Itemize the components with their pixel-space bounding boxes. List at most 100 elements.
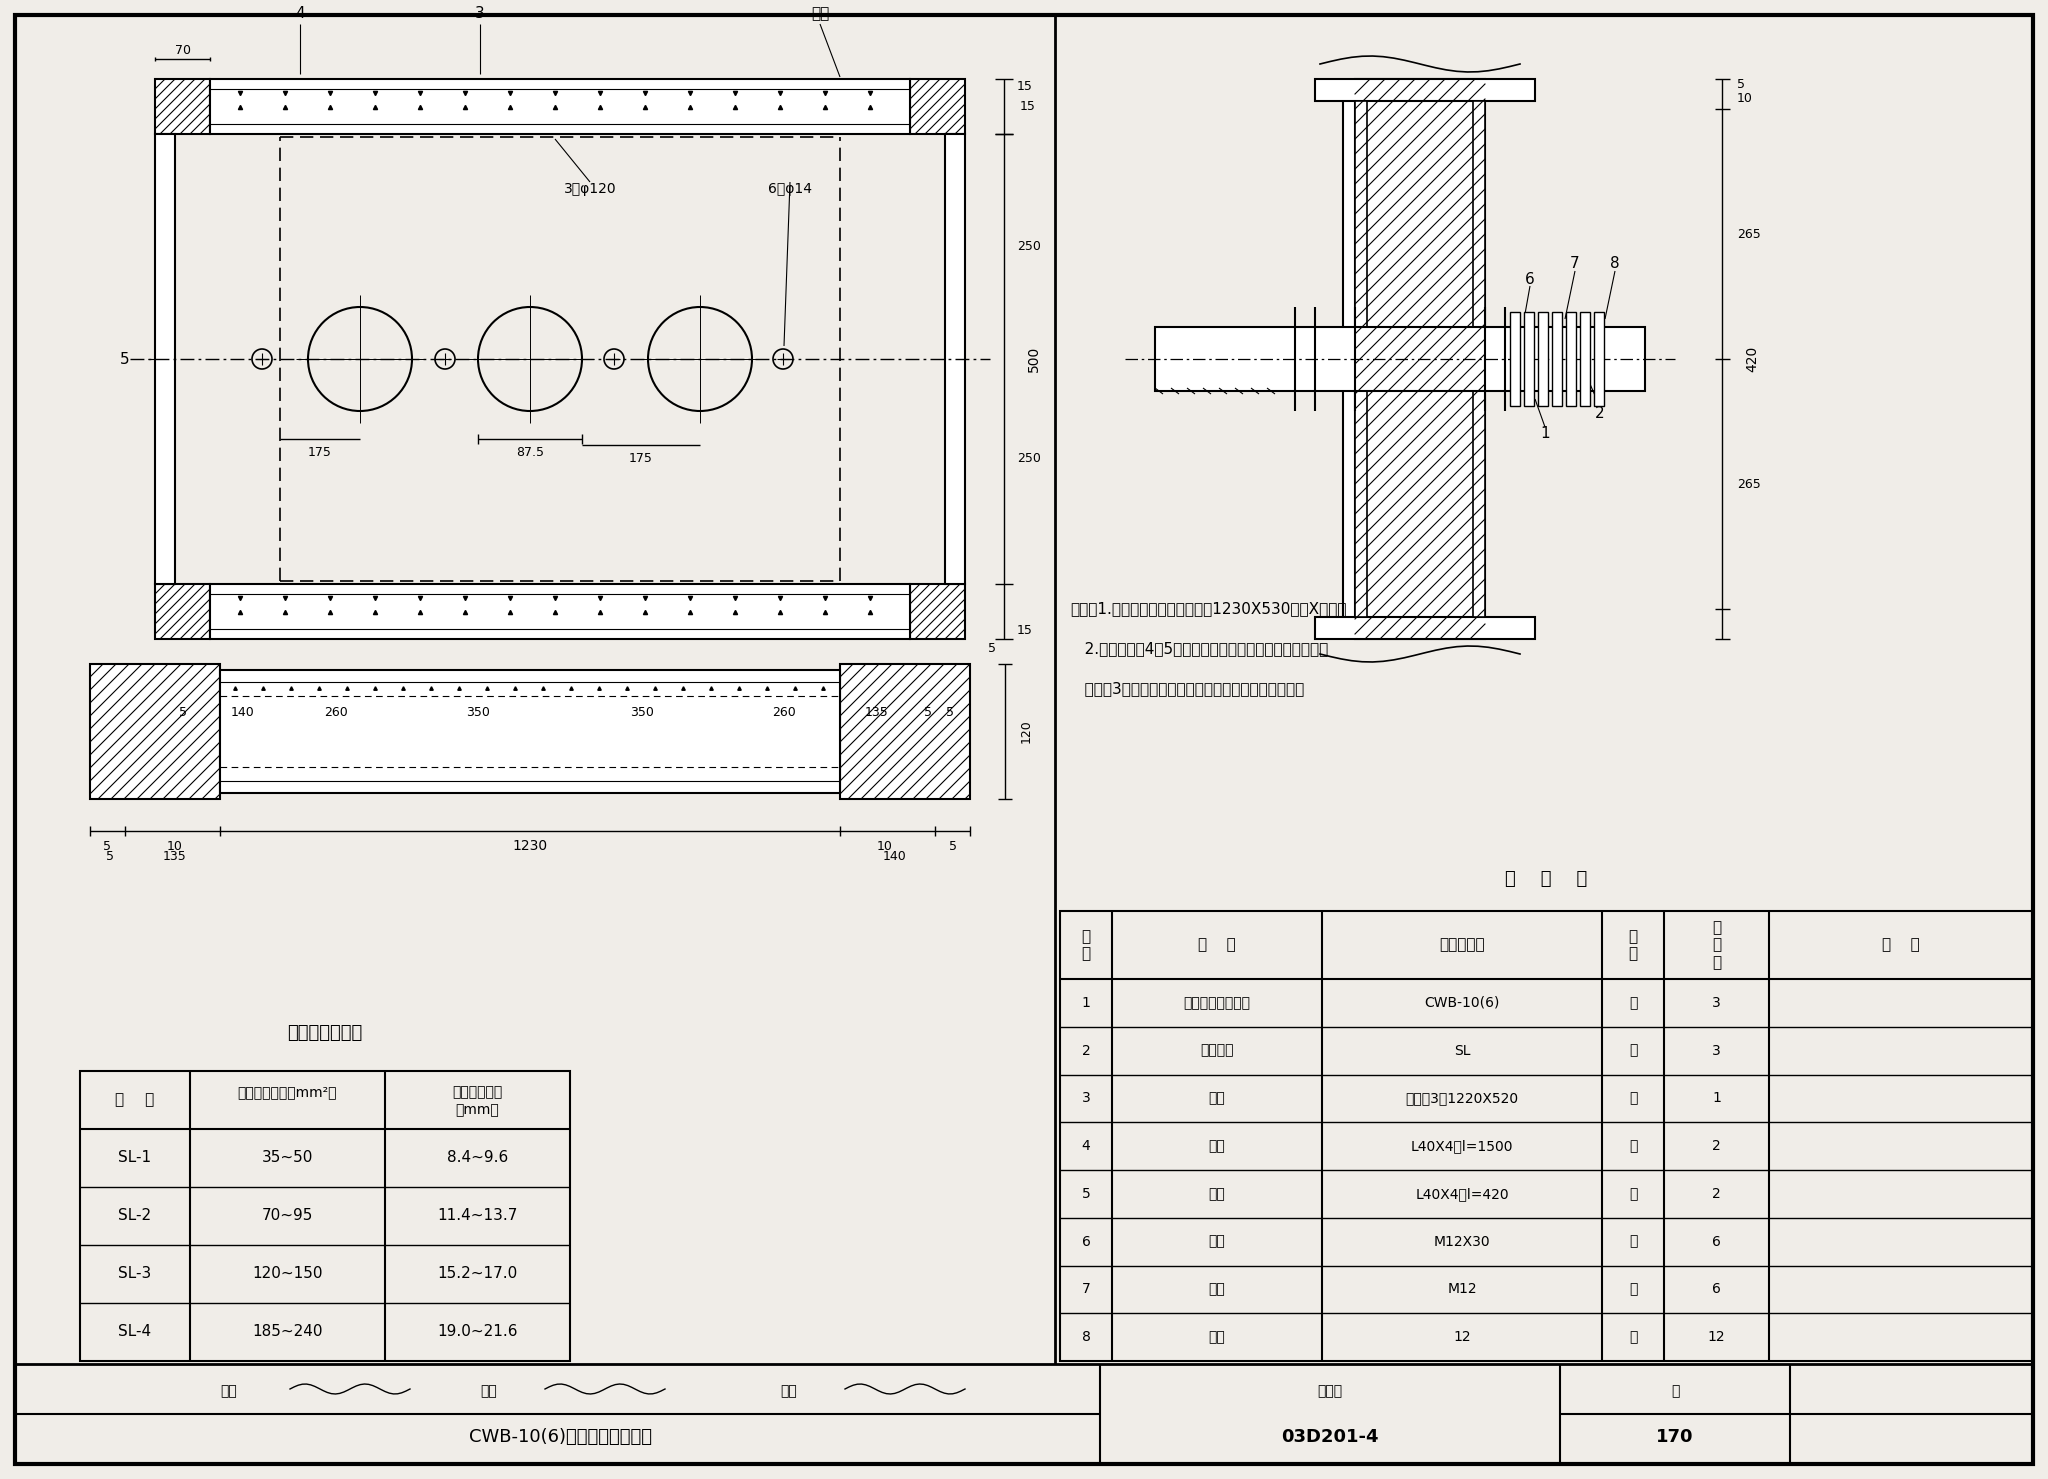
Text: SL: SL (1454, 1044, 1470, 1057)
Text: 设备线夹选择表: 设备线夹选择表 (287, 1023, 362, 1043)
Text: 5: 5 (121, 352, 129, 367)
Text: 螺栓: 螺栓 (1208, 1235, 1225, 1248)
Text: 个: 个 (1628, 1282, 1636, 1297)
Text: 名    称: 名 称 (1198, 938, 1235, 952)
Text: 5: 5 (987, 642, 995, 655)
Bar (80, 1071, 569, 1361)
Text: 15: 15 (1020, 101, 1036, 112)
Text: 260: 260 (772, 707, 797, 719)
Bar (1524, 312, 1534, 407)
Text: 185~240: 185~240 (252, 1325, 324, 1340)
Text: 审核: 审核 (219, 1384, 238, 1398)
Text: 12: 12 (1708, 1330, 1724, 1344)
Text: 4: 4 (295, 6, 305, 22)
Text: 垫圈: 垫圈 (1208, 1330, 1225, 1344)
Text: 120: 120 (1020, 720, 1032, 744)
Text: 15: 15 (1018, 80, 1032, 93)
Bar (211, 584, 909, 639)
Text: 10: 10 (877, 840, 893, 852)
Text: 70~95: 70~95 (262, 1208, 313, 1223)
Text: 单
位: 单 位 (1628, 929, 1638, 961)
Text: SL-3: SL-3 (119, 1266, 152, 1281)
Text: 个: 个 (1628, 1044, 1636, 1057)
Text: 个: 个 (1628, 1330, 1636, 1344)
Text: 框架: 框架 (1208, 1186, 1225, 1201)
Bar (1155, 327, 1645, 390)
Text: 焊接: 焊接 (811, 6, 829, 22)
Text: M12: M12 (1448, 1282, 1477, 1297)
Bar (1356, 101, 1366, 617)
Text: 3: 3 (1081, 1092, 1090, 1105)
Bar (156, 584, 211, 639)
Text: 框架: 框架 (1208, 1139, 1225, 1154)
Text: 2.框架（零件4、5）之间的连接，采用沿周边焊接。钢板: 2.框架（零件4、5）之间的连接，采用沿周边焊接。钢板 (1069, 642, 1329, 657)
Bar (1509, 312, 1520, 407)
Text: 1: 1 (1712, 1092, 1720, 1105)
Text: 140: 140 (231, 707, 254, 719)
Text: 12: 12 (1454, 1330, 1470, 1344)
Text: 250: 250 (1018, 240, 1040, 253)
Bar (1356, 78, 1485, 639)
Text: 6孔φ14: 6孔φ14 (768, 182, 811, 197)
Text: 10: 10 (1737, 93, 1753, 105)
Text: （零件3）在框架上的固定，采用钢板四角周边焊接。: （零件3）在框架上的固定，采用钢板四角周边焊接。 (1069, 682, 1305, 697)
Text: 6: 6 (1081, 1235, 1090, 1248)
Text: 19.0~21.6: 19.0~21.6 (438, 1325, 518, 1340)
Bar (211, 78, 909, 135)
Text: 15.2~17.0: 15.2~17.0 (438, 1266, 518, 1281)
Text: 5: 5 (948, 840, 956, 852)
Text: 3: 3 (1712, 995, 1720, 1010)
Text: CWB-10(6)户外穿墙套管安装: CWB-10(6)户外穿墙套管安装 (469, 1429, 651, 1446)
Bar (14, 1364, 2034, 1464)
Text: 6: 6 (1526, 272, 1534, 287)
Bar (840, 664, 971, 799)
Bar (944, 135, 965, 584)
Text: 135: 135 (164, 850, 186, 864)
Bar (219, 670, 840, 793)
Bar (909, 584, 965, 639)
Text: 265: 265 (1737, 478, 1761, 491)
Text: 11.4~13.7: 11.4~13.7 (438, 1208, 518, 1223)
Text: 15: 15 (1018, 624, 1032, 637)
Text: 135: 135 (864, 707, 889, 719)
Text: CWB-10(6): CWB-10(6) (1423, 995, 1499, 1010)
Text: 175: 175 (629, 451, 653, 464)
Bar (909, 78, 965, 135)
Text: 6: 6 (1712, 1235, 1720, 1248)
Text: 型    号: 型 号 (115, 1093, 156, 1108)
Text: 8: 8 (1610, 256, 1620, 272)
Text: 块: 块 (1628, 1092, 1636, 1105)
Bar (1579, 312, 1589, 407)
Bar (156, 135, 174, 584)
Text: 5: 5 (178, 707, 186, 719)
Text: 10: 10 (168, 840, 182, 852)
Bar (90, 664, 219, 799)
Text: 型号及规格: 型号及规格 (1440, 938, 1485, 952)
Bar (156, 78, 211, 135)
Text: 户外导体穿墙套管: 户外导体穿墙套管 (1184, 995, 1251, 1010)
Text: 根: 根 (1628, 1186, 1636, 1201)
Text: 1: 1 (1081, 995, 1090, 1010)
Text: M12X30: M12X30 (1434, 1235, 1491, 1248)
Text: 170: 170 (1657, 1429, 1694, 1446)
Text: 5: 5 (924, 707, 932, 719)
Bar (1061, 911, 2034, 1361)
Bar (1315, 78, 1536, 101)
Text: 1: 1 (1540, 426, 1550, 442)
Text: 260: 260 (324, 707, 348, 719)
Text: 说明：1.穿墙套管安装墙洞尺寸为1230X530（宽X高）。: 说明：1.穿墙套管安装墙洞尺寸为1230X530（宽X高）。 (1069, 602, 1346, 617)
Text: 35~50: 35~50 (262, 1151, 313, 1165)
Text: 数
量
次: 数 量 次 (1712, 920, 1720, 970)
Text: 个: 个 (1628, 995, 1636, 1010)
Text: 备    注: 备 注 (1882, 938, 1919, 952)
Text: 页: 页 (1671, 1384, 1679, 1398)
Text: 4: 4 (1081, 1139, 1090, 1154)
Text: 编
号: 编 号 (1081, 929, 1092, 961)
Text: L40X4，l=1500: L40X4，l=1500 (1411, 1139, 1513, 1154)
Text: 根: 根 (1628, 1139, 1636, 1154)
Text: 87.5: 87.5 (516, 445, 545, 458)
Text: 个: 个 (1628, 1235, 1636, 1248)
Text: 3: 3 (1712, 1044, 1720, 1057)
Text: 140: 140 (883, 850, 907, 864)
Text: 250: 250 (1018, 453, 1040, 466)
